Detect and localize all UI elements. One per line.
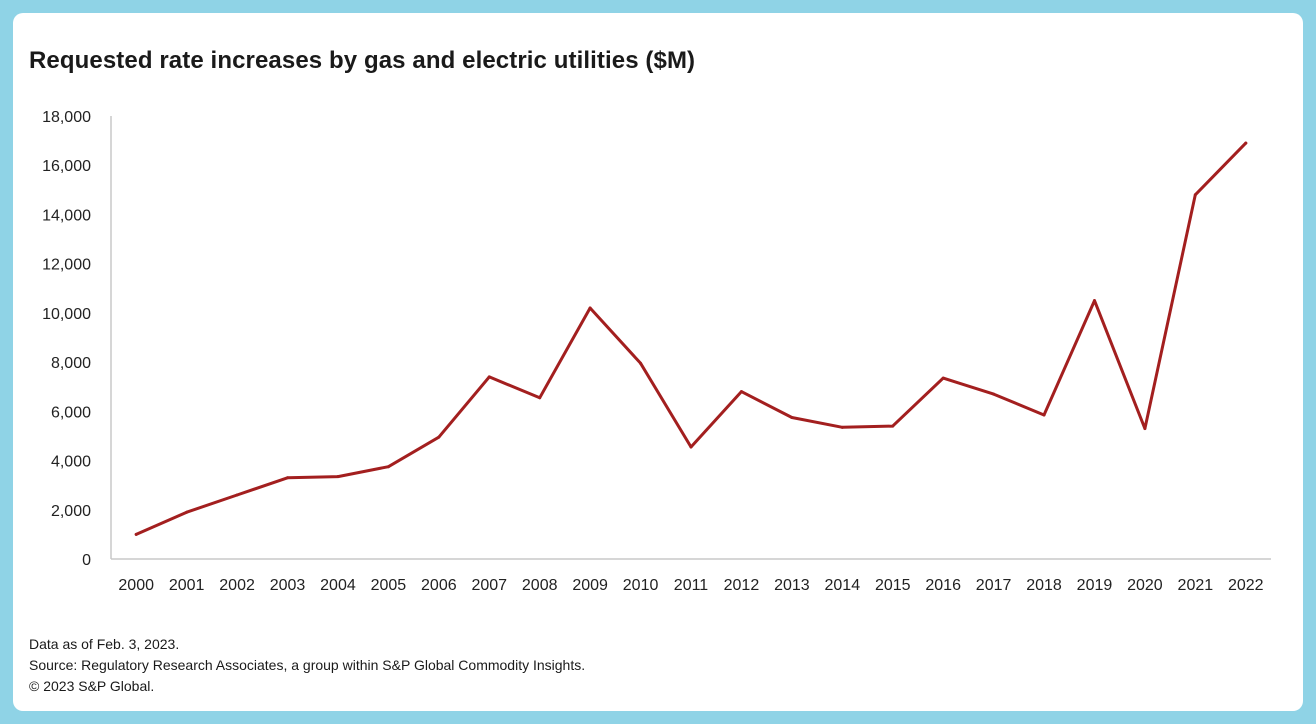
x-tick-label: 2022: [1228, 577, 1264, 594]
data-point: [185, 510, 189, 514]
data-point: [487, 375, 491, 379]
x-tick-label: 2014: [825, 577, 861, 594]
data-point: [336, 475, 340, 479]
x-tick-label: 2017: [976, 577, 1012, 594]
x-tick-label: 2005: [371, 577, 407, 594]
data-point: [538, 396, 542, 400]
chart-card: Requested rate increases by gas and elec…: [13, 13, 1303, 711]
x-tick-label: 2008: [522, 577, 558, 594]
x-tick-label: 2001: [169, 577, 205, 594]
x-tick-label: 2009: [572, 577, 608, 594]
data-point: [235, 493, 239, 497]
y-tick-label: 2,000: [51, 503, 91, 520]
footnotes: Data as of Feb. 3, 2023. Source: Regulat…: [29, 634, 585, 697]
data-point: [840, 425, 844, 429]
x-tick-label: 2020: [1127, 577, 1163, 594]
x-tick-label: 2011: [674, 577, 709, 594]
data-point: [286, 476, 290, 480]
data-point: [588, 306, 592, 310]
y-tick-label: 6,000: [51, 404, 91, 421]
x-tick-label: 2021: [1178, 577, 1214, 594]
y-axis: 0 2,000 4,000 6,000 8,000 10,000 12,000 14,000 1…: [42, 109, 91, 569]
data-point: [134, 532, 138, 536]
data-point: [941, 376, 945, 380]
data-point: [1193, 193, 1197, 197]
footnote-source: Source: Regulatory Research Associates, …: [29, 657, 586, 673]
data-point: [689, 445, 693, 449]
data-point: [1042, 413, 1046, 417]
data-point: [1092, 299, 1096, 303]
x-tick-label: 2003: [270, 577, 306, 594]
y-tick-label: 8,000: [51, 355, 91, 372]
x-tick-label: 2016: [925, 577, 961, 594]
series-layer: [134, 141, 1248, 536]
data-point: [437, 435, 441, 439]
y-tick-label: 4,000: [51, 454, 91, 471]
chart-title: Requested rate increases by gas and elec…: [29, 47, 696, 74]
y-tick-label: 12,000: [42, 257, 91, 274]
data-point: [639, 361, 643, 365]
x-tick-label: 2012: [724, 577, 760, 594]
x-tick-label: 2004: [320, 577, 356, 594]
data-point: [891, 424, 895, 428]
x-tick-label: 2000: [118, 577, 154, 594]
data-point: [992, 392, 996, 396]
data-point: [790, 415, 794, 419]
x-tick-label: 2006: [421, 577, 457, 594]
x-tick-label: 2013: [774, 577, 810, 594]
footnote-copyright: © 2023 S&P Global.: [29, 678, 155, 694]
x-tick-label: 2019: [1077, 577, 1113, 594]
x-tick-label: 2010: [623, 577, 659, 594]
footnote-data-date: Data as of Feb. 3, 2023.: [29, 636, 180, 652]
y-tick-label: 0: [82, 552, 91, 569]
x-tick-label: 2002: [219, 577, 255, 594]
y-tick-label: 16,000: [42, 158, 91, 175]
x-tick-label: 2018: [1026, 577, 1062, 594]
data-point: [386, 465, 390, 469]
data-point: [1143, 427, 1147, 431]
y-tick-label: 10,000: [42, 306, 91, 323]
y-tick-label: 14,000: [42, 207, 91, 224]
x-tick-label: 2007: [471, 577, 507, 594]
x-axis: 2000 2001 2002 2003 2004 2005 2006 2007 2008 2009…: [118, 577, 1263, 594]
data-point: [1244, 141, 1248, 145]
y-tick-label: 18,000: [42, 109, 91, 126]
line-chart: 0 2,000 4,000 6,000 8,000 10,000 12,000 14,000 1…: [42, 109, 1271, 594]
series-line: [134, 141, 1248, 536]
x-tick-label: 2015: [875, 577, 911, 594]
data-point: [739, 390, 743, 394]
